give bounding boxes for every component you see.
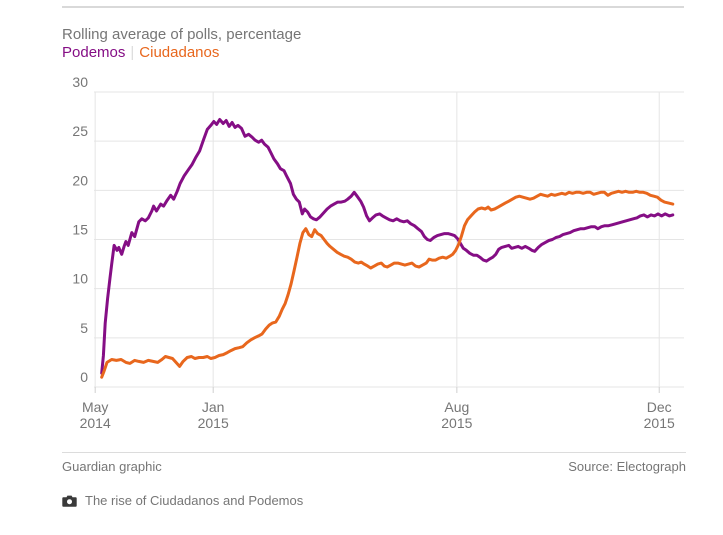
x-axis-label-year: 2015 [644,415,675,431]
series-line-ciudadanos [100,189,675,379]
top-border-rule [62,6,684,8]
x-axis-label-year: 2014 [80,415,111,431]
footer-divider [62,452,686,453]
y-axis-label: 25 [72,123,88,139]
y-axis-label: 10 [72,271,88,287]
series-line-podemos [100,118,675,375]
x-axis-label-year: 2015 [198,415,229,431]
x-axis-label-month: Dec [647,399,672,415]
chart-title: Rolling average of polls, percentage [62,26,302,43]
x-axis-label-month: Jan [202,399,225,415]
y-axis-label: 30 [72,74,88,90]
x-axis-label-month: Aug [444,399,469,415]
y-axis-label: 0 [80,369,88,385]
caption-text: The rise of Ciudadanos and Podemos [85,493,304,508]
camera-icon [62,495,77,507]
x-axis-label-month: May [82,399,108,415]
chart-legend: Podemos | Ciudadanos [62,44,219,61]
credit-text: Guardian graphic [62,459,162,474]
legend-item-podemos: Podemos [62,44,126,61]
source-text: Source: Electograph [568,459,686,474]
y-axis-label: 20 [72,172,88,188]
y-axis-label: 15 [72,222,88,238]
legend-item-ciudadanos: Ciudadanos [139,44,220,61]
caption-row: The rise of Ciudadanos and Podemos [62,493,303,508]
legend-separator: | [130,44,135,61]
y-axis-label: 5 [80,320,88,336]
x-axis-label-year: 2015 [441,415,472,431]
